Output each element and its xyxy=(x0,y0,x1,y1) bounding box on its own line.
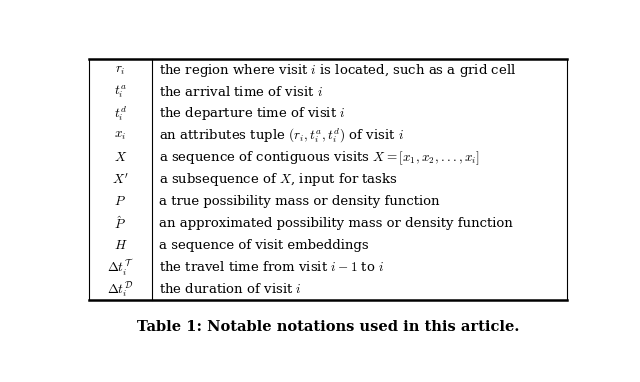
Text: a true possibility mass or density function: a true possibility mass or density funct… xyxy=(159,195,440,208)
Text: an approximated possibility mass or density function: an approximated possibility mass or dens… xyxy=(159,217,513,230)
Text: the departure time of visit $i$: the departure time of visit $i$ xyxy=(159,105,346,122)
Text: $X$: $X$ xyxy=(114,151,127,164)
Text: Table 1: Notable notations used in this article.: Table 1: Notable notations used in this … xyxy=(137,320,519,334)
Text: a subsequence of $X$, input for tasks: a subsequence of $X$, input for tasks xyxy=(159,171,398,188)
Text: $\Delta t^{\mathcal{T}}_i$: $\Delta t^{\mathcal{T}}_i$ xyxy=(107,257,134,278)
Text: $P$: $P$ xyxy=(115,195,126,208)
Text: the arrival time of visit $i$: the arrival time of visit $i$ xyxy=(159,85,323,99)
Text: a sequence of visit embeddings: a sequence of visit embeddings xyxy=(159,239,369,252)
Text: a sequence of contiguous visits $X = [x_1, x_2, ..., x_i]$: a sequence of contiguous visits $X = [x_… xyxy=(159,149,480,167)
Text: $H$: $H$ xyxy=(113,239,127,252)
Text: $t^a_i$: $t^a_i$ xyxy=(114,84,127,100)
Text: $r_i$: $r_i$ xyxy=(115,63,126,77)
Text: $\hat{P}$: $\hat{P}$ xyxy=(115,215,126,232)
Text: an attributes tuple $(r_i, t^a_i, t^d_i)$ of visit $i$: an attributes tuple $(r_i, t^a_i, t^d_i)… xyxy=(159,127,404,145)
Text: $\Delta t^{\mathcal{D}}_i$: $\Delta t^{\mathcal{D}}_i$ xyxy=(108,280,134,299)
Text: the travel time from visit $i - 1$ to $i$: the travel time from visit $i - 1$ to $i… xyxy=(159,261,385,274)
Text: $x_i$: $x_i$ xyxy=(115,129,127,142)
Text: the duration of visit $i$: the duration of visit $i$ xyxy=(159,282,302,296)
Text: $X'$: $X'$ xyxy=(112,172,129,187)
Text: $t^d_i$: $t^d_i$ xyxy=(114,105,127,123)
Text: the region where visit $i$ is located, such as a grid cell: the region where visit $i$ is located, s… xyxy=(159,62,516,79)
